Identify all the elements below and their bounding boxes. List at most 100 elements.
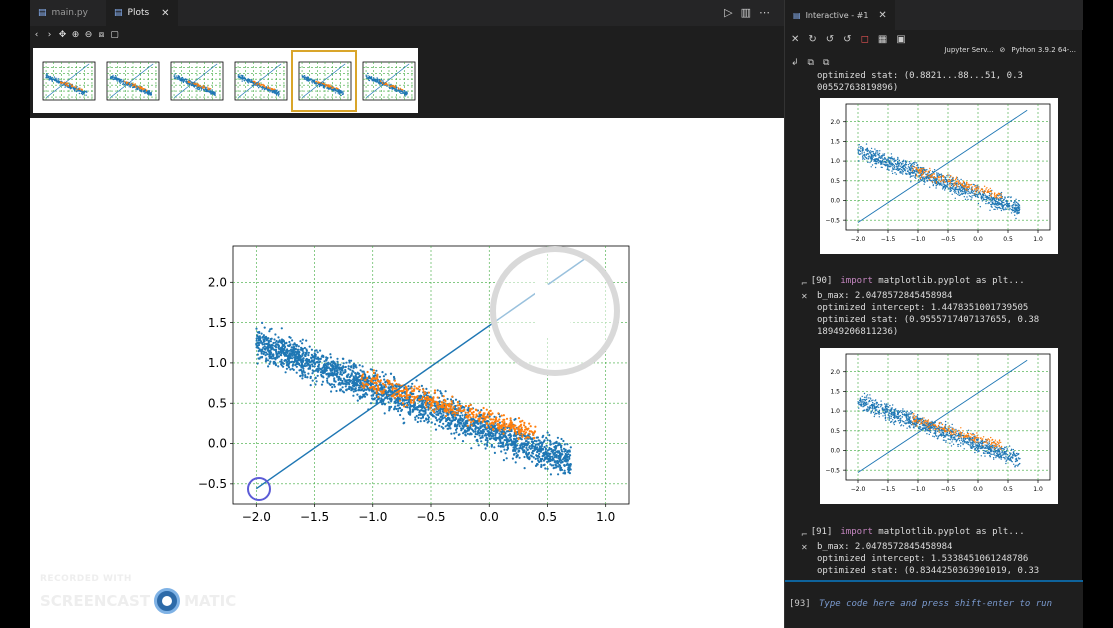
data-point xyxy=(503,421,506,424)
data-point xyxy=(389,372,393,375)
data-point xyxy=(388,409,391,412)
data-point xyxy=(110,77,112,80)
data-point xyxy=(339,383,342,386)
redo-icon[interactable]: ↻ xyxy=(808,34,817,45)
data-point xyxy=(314,377,317,380)
previous-plot-icon[interactable]: ‹ xyxy=(34,30,39,40)
data-point xyxy=(319,367,322,370)
data-point xyxy=(521,433,524,436)
data-point xyxy=(201,87,203,89)
data-point xyxy=(339,363,342,366)
data-point xyxy=(1012,208,1014,210)
data-point xyxy=(358,375,361,378)
data-point xyxy=(448,422,451,425)
data-point xyxy=(415,379,418,382)
data-point xyxy=(497,445,500,448)
data-point xyxy=(410,390,413,393)
plot-thumbnail[interactable] xyxy=(103,54,161,108)
close-icon[interactable]: ✕ xyxy=(878,9,887,21)
data-point xyxy=(514,430,517,433)
data-point xyxy=(367,75,369,77)
data-point xyxy=(277,336,280,339)
restart-kernel-icon[interactable]: ↺ xyxy=(843,34,852,45)
data-point xyxy=(403,402,406,405)
plot-thumbnail[interactable] xyxy=(359,54,417,108)
data-point xyxy=(451,409,454,412)
run-icon[interactable]: ▷ xyxy=(724,6,733,19)
plot-thumbnail[interactable] xyxy=(231,54,289,108)
data-point xyxy=(350,372,353,375)
data-point xyxy=(400,408,404,411)
copy-icon[interactable]: ⧉ xyxy=(822,58,830,68)
data-point xyxy=(337,92,339,94)
data-point xyxy=(523,421,526,424)
data-point xyxy=(394,405,397,408)
jupyter-server-label[interactable]: Jupyter Serv... xyxy=(944,46,994,54)
data-point xyxy=(211,89,213,91)
data-point xyxy=(125,82,127,84)
pan-icon[interactable]: ✥ xyxy=(58,30,67,40)
plot-thumbnail[interactable] xyxy=(291,50,357,112)
data-point xyxy=(520,442,523,445)
zoom-out-icon[interactable]: ⊖ xyxy=(84,30,93,40)
more-actions-icon[interactable]: ⋯ xyxy=(759,6,770,19)
undo-icon[interactable]: ↺ xyxy=(825,34,835,45)
data-point xyxy=(456,423,459,426)
tab-interactive[interactable]: ▤ Interactive - #1 ✕ xyxy=(785,0,895,30)
data-point xyxy=(383,412,386,415)
data-point xyxy=(241,76,244,78)
data-point xyxy=(205,86,207,89)
data-point xyxy=(465,430,468,433)
python-kernel-label[interactable]: Python 3.9.2 64-... xyxy=(1011,46,1076,54)
data-point xyxy=(272,92,274,94)
plot-thumbnail[interactable] xyxy=(39,54,97,108)
data-point xyxy=(323,371,326,374)
tab-main-py[interactable]: ▤ main.py xyxy=(30,0,106,26)
data-point xyxy=(279,353,282,356)
data-point xyxy=(481,424,484,427)
split-editor-icon[interactable]: ▥ xyxy=(740,6,751,19)
data-point xyxy=(987,202,989,205)
interrupt-kernel-icon[interactable]: ◻ xyxy=(860,34,869,45)
data-point xyxy=(416,420,419,424)
data-point xyxy=(546,439,549,442)
data-point xyxy=(317,82,319,84)
data-point xyxy=(533,430,536,433)
copy-plot-icon[interactable]: ⧈ xyxy=(98,30,105,40)
tab-label: Interactive - #1 xyxy=(805,10,869,20)
kernel-info: Jupyter Serv... ⊘ Python 3.9.2 64-... xyxy=(944,46,1076,54)
data-point xyxy=(310,79,312,81)
data-point xyxy=(304,351,307,354)
next-plot-icon[interactable]: › xyxy=(47,30,52,40)
data-point xyxy=(366,393,369,396)
data-point xyxy=(298,351,301,354)
zoom-in-icon[interactable]: ⊕ xyxy=(71,30,80,40)
data-point xyxy=(291,339,294,342)
data-point xyxy=(65,84,68,87)
data-point xyxy=(212,91,214,93)
variables-icon[interactable]: ▦ xyxy=(877,34,888,45)
tab-plots[interactable]: ▤ Plots ✕ xyxy=(106,0,178,26)
data-point xyxy=(356,383,359,386)
data-point xyxy=(341,381,344,384)
delete-plot-icon[interactable]: ▢ xyxy=(110,30,119,40)
data-point xyxy=(78,88,81,90)
close-icon[interactable]: ✕ xyxy=(161,7,170,19)
plot-thumbnail[interactable] xyxy=(167,54,225,108)
data-point xyxy=(425,406,428,409)
data-point xyxy=(498,415,501,418)
data-point xyxy=(348,359,351,362)
data-point xyxy=(181,77,183,79)
export-icon[interactable]: ▣ xyxy=(896,34,906,45)
data-point xyxy=(377,397,381,400)
copy-icon[interactable]: ⧉ xyxy=(807,58,814,68)
data-point xyxy=(352,378,355,381)
data-point xyxy=(449,406,452,409)
data-point xyxy=(255,337,258,340)
collapse-icon[interactable]: ↲ xyxy=(791,58,799,68)
data-point xyxy=(316,79,319,81)
data-point xyxy=(114,75,117,77)
data-point xyxy=(314,82,316,85)
clear-all-icon[interactable]: ✕ xyxy=(791,34,800,45)
data-point xyxy=(502,414,505,417)
